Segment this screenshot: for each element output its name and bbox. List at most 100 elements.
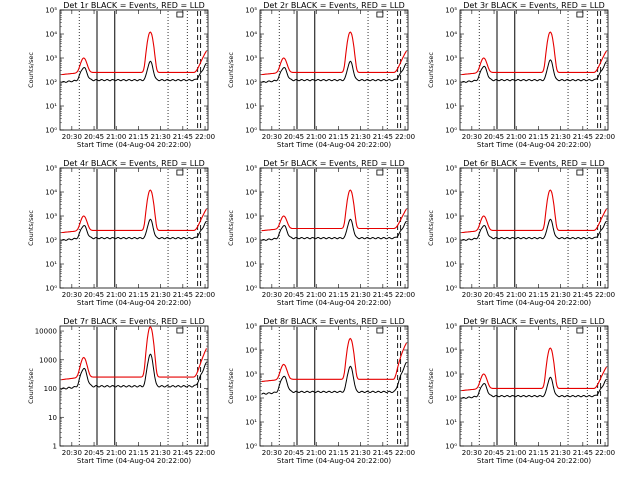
y-axis-label: Counts/sec [27,52,35,88]
x-tick-label: 21:00 [506,133,526,141]
x-tick-label: 21:45 [373,291,393,299]
x-tick-label: 21:00 [306,133,326,141]
detector-panel-7: Det 7r BLACK = Events, RED = LLD 1 10 100 10… [27,317,215,465]
y-tick-label: 10¹ [45,261,57,269]
y-tick-label: 100 [44,385,57,393]
detector-panel-6: Det 6r BLACK = Events, RED = LLD 10⁰ 10¹ 10… [427,159,615,307]
y-tick-label: 10³ [245,371,257,379]
x-tick-label: 21:15 [528,291,548,299]
x-tick-label: 20:30 [62,291,82,299]
events-series-line [61,60,207,84]
events-series-line [261,60,407,84]
y-tick-label: 1 [53,443,57,451]
x-tick-label: 22:00 [595,133,615,141]
x-tick-label: 21:30 [551,133,571,141]
panel-title: Det 6r BLACK = Events, RED = LLD [463,159,605,168]
y-tick-label: 10² [245,395,257,403]
plot-frame [59,325,209,447]
x-tick-label: 20:45 [484,133,504,141]
y-tick-label: 10¹ [445,261,457,269]
x-tick-label: 22:00 [395,133,415,141]
y-tick-label: 10⁵ [245,323,257,331]
x-tick-label: 21:00 [506,291,526,299]
y-tick-label: 10³ [45,213,57,221]
events-series-line [61,218,207,242]
plot-frame [259,325,409,447]
x-tick-label: 21:45 [173,291,193,299]
x-axis-label: Start Time (04-Aug-04 20:22:00) [477,141,591,149]
x-axis-label: Start Time (04-Aug-04 20:22:00) [277,457,391,465]
y-axis-label: Counts/sec [227,52,235,88]
y-tick-label: 10⁰ [245,285,257,293]
square-marker [376,169,384,176]
x-tick-label: 21:00 [306,449,326,457]
panel-title: Det 9r BLACK = Events, RED = LLD [463,317,605,326]
events-series-line [461,218,607,242]
events-series-line [461,59,607,84]
y-tick-label: 10² [245,79,257,87]
x-tick-label: 21:45 [573,449,593,457]
detector-panel-5: Det 5r BLACK = Events, RED = LLD 10⁰ 10¹ 10… [227,159,415,307]
y-tick-label: 10⁵ [245,7,257,15]
x-tick-label: 21:15 [328,133,348,141]
y-tick-label: 10000 [35,328,57,336]
y-tick-label: 10³ [445,213,457,221]
x-tick-label: 20:45 [284,291,304,299]
y-axis-label: Counts/sec [27,368,35,404]
y-tick-label: 10¹ [245,103,257,111]
x-tick-label: 21:00 [106,449,126,457]
x-tick-label: 21:45 [173,133,193,141]
y-tick-label: 10⁵ [45,7,57,15]
detector-panel-1: Det 1r BLACK = Events, RED = LLD 10⁰ 10¹ 10… [27,1,215,149]
x-tick-label: 20:45 [284,133,304,141]
y-tick-label: 10⁴ [445,189,457,197]
detector-panel-8: Det 8r BLACK = Events, RED = LLD 10⁰ 10¹ 10… [227,317,415,465]
y-tick-label: 10² [445,79,457,87]
x-tick-label: 21:30 [151,449,171,457]
y-tick-label: 10² [45,79,57,87]
x-tick-label: 20:45 [484,291,504,299]
y-tick-label: 10⁰ [45,285,57,293]
plot-frame [259,167,409,289]
plot-frame [259,9,409,131]
x-tick-label: 21:30 [351,291,371,299]
y-tick-label: 10 [48,414,57,422]
detector-panel-9: Det 9r BLACK = Events, RED = LLD 10⁰ 10¹ 10… [427,317,615,465]
x-axis-label: Start Time (04-Aug-04 20:22:00) [277,299,391,307]
y-tick-label: 10⁵ [45,165,57,173]
x-tick-label: 20:30 [262,449,282,457]
lld-series-line [461,189,607,234]
y-tick-label: 10⁰ [245,127,257,135]
y-tick-label: 10³ [45,55,57,63]
lld-series-line [461,347,607,392]
lld-series-line [461,31,607,76]
x-tick-label: 21:30 [151,291,171,299]
detector-panel-2: Det 2r BLACK = Events, RED = LLD 10⁰ 10¹ 10… [227,1,415,149]
y-tick-label: 10⁰ [445,127,457,135]
y-tick-label: 10⁴ [245,189,257,197]
x-tick-label: 21:15 [128,449,148,457]
y-axis-label: Counts/sec [227,210,235,246]
x-tick-label: 21:15 [128,133,148,141]
y-tick-label: 10¹ [245,419,257,427]
square-marker [376,327,384,334]
y-tick-label: 10¹ [245,261,257,269]
y-tick-label: 10⁴ [245,347,257,355]
panel-title: Det 2r BLACK = Events, RED = LLD [263,1,405,10]
x-tick-label: 21:45 [173,449,193,457]
y-axis-label: Counts/sec [227,368,235,404]
x-tick-label: 20:45 [484,449,504,457]
x-tick-label: 21:00 [106,291,126,299]
x-axis-label: Start Time (04-Aug-04 20:22:00) [77,457,191,465]
y-tick-label: 10² [45,237,57,245]
x-tick-label: 21:15 [328,291,348,299]
x-tick-label: 21:00 [506,449,526,457]
y-axis-label: Counts/sec [27,210,35,246]
y-tick-label: 10⁴ [445,347,457,355]
x-tick-label: 20:30 [262,291,282,299]
x-axis-label: Start Time (04-Aug-04 20:22:00) [77,299,191,307]
y-tick-label: 10⁰ [245,443,257,451]
x-tick-label: 21:30 [551,291,571,299]
x-tick-label: 21:30 [351,133,371,141]
